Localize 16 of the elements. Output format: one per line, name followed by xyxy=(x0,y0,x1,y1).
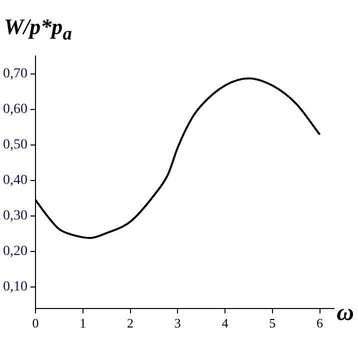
x-tick-label: 5 xyxy=(269,316,276,331)
y-tick-label: 0,20 xyxy=(3,244,28,260)
y-tick-label: 0,50 xyxy=(3,138,28,153)
y-axis-title: W/p*p$_{a}$ xyxy=(4,14,72,44)
y-tick-label: 0,70 xyxy=(3,66,28,82)
x-tick-label: 2 xyxy=(127,316,134,331)
x-tick-label: 0 xyxy=(32,316,39,331)
y-tick-label: 0,40 xyxy=(3,173,28,188)
y-tick-label: 0,10 xyxy=(3,280,28,295)
y-tick-label: 0,60 xyxy=(3,102,28,117)
x-tick-label: 3 xyxy=(174,316,181,331)
x-tick-label: 4 xyxy=(222,316,229,331)
x-axis-title: ω xyxy=(336,300,354,327)
x-tick-label: 1 xyxy=(80,316,86,331)
x-tick-label: 6 xyxy=(316,316,324,331)
y-tick-label: 0,30 xyxy=(3,208,28,224)
